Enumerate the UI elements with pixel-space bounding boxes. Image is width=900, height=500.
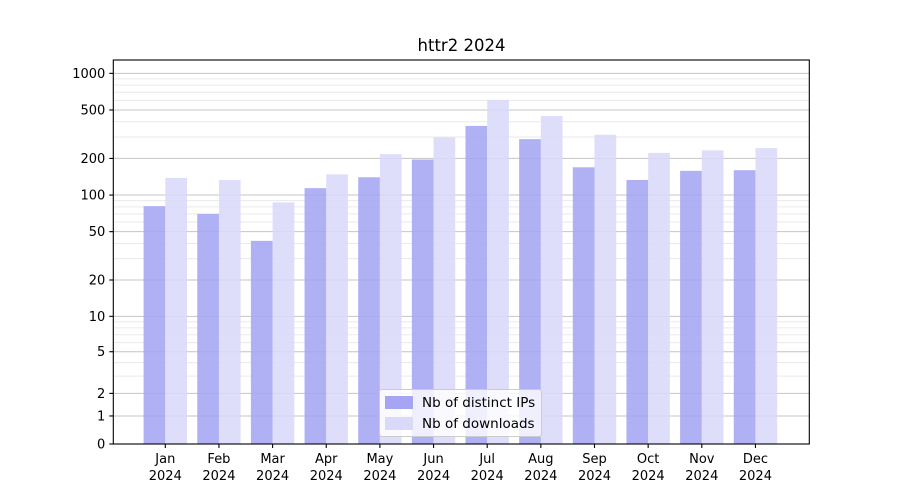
x-tick-label-year: 2024 [310, 469, 343, 484]
bar-sep-s1 [594, 134, 617, 444]
y-tick-label: 10 [89, 310, 106, 325]
legend: Nb of distinct IPs Nb of downloads [379, 389, 542, 437]
x-tick-label-year: 2024 [149, 469, 182, 484]
x-tick-label-year: 2024 [685, 469, 718, 484]
x-tick-label-month: Aug [528, 452, 553, 467]
axes-frame [112, 59, 810, 445]
bar-nov-s0 [680, 170, 702, 445]
legend-swatch-downloads [385, 417, 413, 430]
x-tick-label-year: 2024 [417, 469, 450, 484]
bar-mar-s0 [250, 240, 273, 444]
legend-item-downloads: Nb of downloads [385, 415, 535, 432]
bar-dec-s1 [755, 148, 778, 444]
y-tick-label: 1000 [72, 67, 105, 82]
x-axis: Jan 2024 Feb 2024 Mar 2024 Apr 2024 May 2024 Jun 20… [149, 444, 772, 484]
x-tick-label-year: 2024 [256, 469, 289, 484]
bar-jan-s0 [143, 206, 166, 444]
bars-series-0 [143, 125, 756, 445]
legend-label-distinct-ips: Nb of distinct IPs [422, 394, 536, 411]
x-tick-label-year: 2024 [739, 469, 772, 484]
x-tick-label-month: Nov [689, 452, 715, 467]
x-tick-label-year: 2024 [363, 469, 396, 484]
y-tick-label: 100 [80, 189, 105, 204]
y-tick-label: 500 [80, 103, 105, 118]
bar-dec-s0 [733, 170, 756, 444]
bar-apr-s0 [304, 188, 327, 444]
x-tick-label-year: 2024 [578, 469, 611, 484]
bar-feb-s0 [197, 213, 219, 444]
bar-aug-s0 [519, 139, 541, 444]
bar-jul-s0 [465, 125, 488, 445]
x-tick-label-month: Jun [422, 452, 443, 467]
x-tick-label-month: Apr [315, 452, 338, 467]
x-tick-label-month: Sep [582, 452, 607, 467]
bar-jul-s1 [487, 100, 509, 444]
x-tick-label-month: Jul [478, 452, 495, 467]
x-tick-label-month: Dec [743, 452, 768, 467]
legend-swatch-distinct-ips [385, 396, 413, 409]
y-tick-label: 0 [97, 438, 105, 453]
bar-jan-s1 [165, 178, 187, 444]
bar-apr-s1 [326, 174, 348, 444]
bar-aug-s1 [540, 116, 563, 444]
bar-sep-s0 [572, 167, 595, 444]
legend-label-downloads: Nb of downloads [422, 415, 535, 432]
y-tick-label: 20 [89, 274, 106, 289]
bar-jun-s1 [433, 137, 456, 444]
chart-title: httr2 2024 [417, 36, 506, 55]
bar-oct-s0 [626, 179, 649, 445]
bars-series-1 [165, 100, 778, 445]
bar-nov-s1 [701, 150, 724, 445]
bar-mar-s1 [272, 202, 295, 444]
x-tick-label-month: Feb [207, 452, 230, 467]
x-tick-label-year: 2024 [471, 469, 504, 484]
legend-item-distinct-ips: Nb of distinct IPs [385, 394, 536, 411]
x-tick-label-month: Oct [637, 452, 659, 467]
x-tick-label-year: 2024 [524, 469, 557, 484]
y-tick-label: 50 [89, 225, 106, 240]
x-tick-label-month: Mar [260, 452, 285, 467]
x-tick-label-year: 2024 [632, 469, 665, 484]
bar-may-s1 [379, 154, 402, 444]
x-tick-label-year: 2024 [202, 469, 235, 484]
bar-oct-s1 [648, 152, 670, 444]
bar-jun-s0 [411, 159, 434, 444]
bar-feb-s1 [218, 179, 241, 445]
y-axis: 0 1 2 5 10 20 50 100 200 500 1000 [72, 67, 114, 453]
bar-may-s0 [358, 177, 380, 444]
x-tick-label-month: May [366, 452, 393, 467]
x-tick-label-month: Jan [154, 452, 175, 467]
y-tick-label: 200 [80, 152, 105, 167]
y-tick-label: 2 [97, 387, 105, 402]
y-tick-label: 5 [97, 345, 105, 360]
y-tick-label: 1 [97, 409, 105, 424]
